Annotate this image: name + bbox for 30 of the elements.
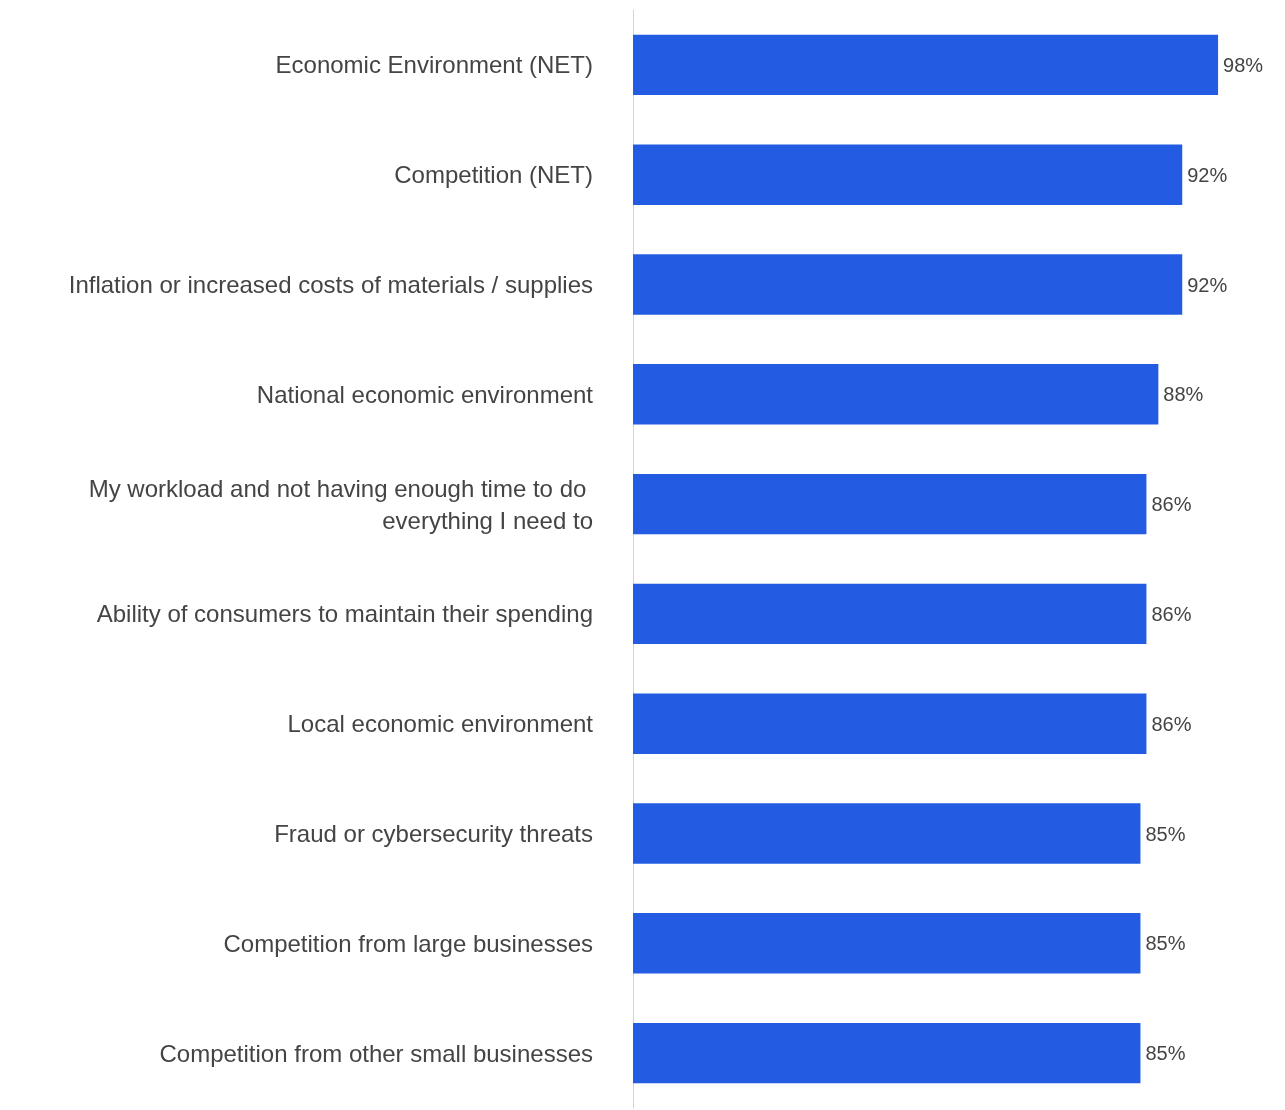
bar [633,693,1147,754]
y-tick-label: Inflation or increased costs of materials / supplies [68,271,593,298]
y-tick-label: Competition from large businesses [223,929,593,957]
y-tick-label: Local economic environment [287,710,594,738]
data-label: 92% [1187,273,1228,296]
data-label: 85% [1145,1042,1186,1065]
bar [633,913,1141,974]
y-tick-label: Competition (NET) [394,161,593,189]
data-label: 86% [1151,602,1192,625]
y-tick-label: Competition from other small businesses [159,1039,593,1067]
bar [633,473,1147,535]
data-label: 86% [1151,712,1192,735]
bar [633,144,1183,205]
y-tick-label: Fraud or cybersecurity threats [274,820,593,847]
bar [633,1022,1141,1084]
data-label: 86% [1151,493,1192,516]
bar [633,583,1147,645]
y-tick-label: My workload and not having enough time to do everything I need to [88,474,593,534]
y-tick-label: Economic Environment (NET) [275,51,593,79]
bar [633,34,1219,96]
data-label: 98% [1223,53,1264,76]
data-label: 85% [1145,822,1186,845]
bar [633,254,1183,315]
y-tick-label: National economic environment [256,380,594,408]
data-label: 92% [1187,163,1228,186]
bar [633,803,1141,864]
data-label: 85% [1145,932,1186,955]
y-tick-label: Ability of consumers to maintain their spending [96,600,593,628]
data-label: 88% [1163,383,1204,406]
bar [633,364,1159,425]
